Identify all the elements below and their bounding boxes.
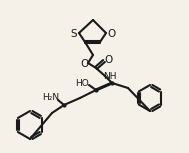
Text: O: O [107,29,115,39]
Text: NH: NH [103,71,117,80]
Text: H₂N: H₂N [43,93,60,101]
Text: HO: HO [75,78,89,88]
Text: O: O [104,55,112,65]
Text: S: S [71,29,77,39]
Text: O: O [80,59,88,69]
